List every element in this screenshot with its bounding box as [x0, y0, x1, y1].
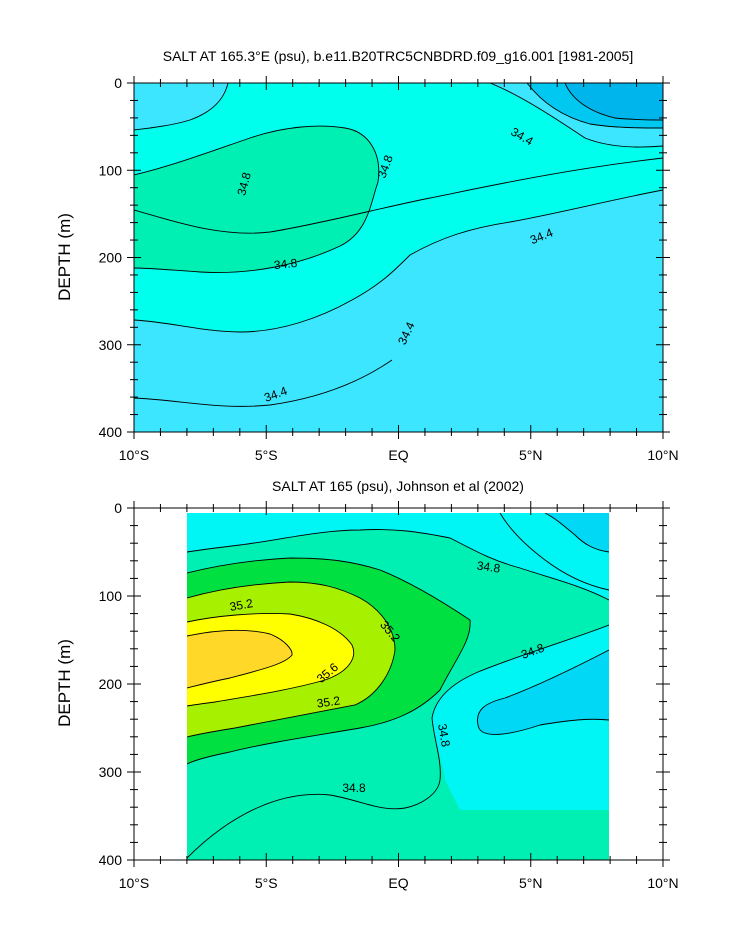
- panel1-fill-34.8-35.2: [134, 126, 379, 273]
- x-tick-label: 10°N: [647, 447, 678, 463]
- y-tick-label: 0: [114, 75, 122, 91]
- x-tick-label: EQ: [388, 875, 408, 891]
- panel1-fill-ul-34.0-34.4: [134, 83, 228, 130]
- panel2-title: SALT AT 165 (psu), Johnson et al (2002): [272, 478, 524, 494]
- panel1-title: SALT AT 165.3°E (psu), b.e11.B20TRC5CNBD…: [163, 48, 633, 64]
- x-tick-label: EQ: [388, 447, 408, 463]
- panel2-contour-lines: [187, 513, 609, 859]
- panel1-y-axis-label: DEPTH (m): [55, 213, 74, 301]
- x-tick-label: 10°N: [647, 875, 678, 891]
- panel-model-salinity: SALT AT 165.3°E (psu), b.e11.B20TRC5CNBD…: [55, 48, 679, 463]
- panel-observed-salinity: SALT AT 165 (psu), Johnson et al (2002): [55, 478, 679, 891]
- y-tick-label: 200: [99, 250, 123, 266]
- panel2-contour-fields: [187, 513, 609, 860]
- panel2-y-axis-label: DEPTH (m): [55, 639, 74, 727]
- panel1-axes: 10°S 5°S EQ 5°N 10°N 0 100 200 300 400: [99, 75, 679, 463]
- contour-label: 34.8: [435, 723, 453, 749]
- x-tick-label: 10°S: [119, 447, 150, 463]
- contour-label: 34.8: [273, 256, 298, 272]
- y-tick-label: 100: [99, 162, 123, 178]
- panel2-fill-gt-35.8: [187, 630, 293, 688]
- x-tick-label: 10°S: [119, 875, 150, 891]
- panel1-fill-deep-34.0-34.4: [134, 190, 663, 432]
- panel2-fill-topright-34.0-34.4: [545, 513, 609, 552]
- y-tick-label: 300: [99, 337, 123, 353]
- panel2-fill-upper-34.4-34.8: [187, 513, 609, 600]
- contour-label: 35.2: [229, 596, 255, 614]
- contour-label: 35.2: [316, 693, 341, 710]
- contour-label: 34.8: [476, 558, 501, 575]
- contour-label: 34.8: [234, 171, 254, 197]
- x-tick-label: 5°S: [255, 875, 278, 891]
- panel1-fill-ur-core: [565, 83, 663, 120]
- panel1-contour-fields: [134, 83, 663, 432]
- y-tick-label: 0: [114, 500, 122, 516]
- y-tick-label: 300: [99, 764, 123, 780]
- contour-label: 34.8: [342, 781, 366, 795]
- y-tick-label: 400: [99, 424, 123, 440]
- panel1-contour-lines: [134, 83, 663, 407]
- y-tick-label: 100: [99, 588, 123, 604]
- x-tick-label: 5°N: [519, 875, 543, 891]
- x-tick-label: 5°S: [255, 447, 278, 463]
- y-tick-label: 200: [99, 676, 123, 692]
- x-tick-label: 5°N: [519, 447, 543, 463]
- y-tick-label: 400: [99, 852, 123, 868]
- panel2-axes: 10°S 5°S EQ 5°N 10°N 0 100 200 300 400: [99, 500, 679, 891]
- panel1-contour-labels: 34.8 34.8 34.8 34.4 34.4 34.4 34.4: [234, 125, 555, 405]
- panel2-fill-right-34.0-34.4: [477, 650, 609, 735]
